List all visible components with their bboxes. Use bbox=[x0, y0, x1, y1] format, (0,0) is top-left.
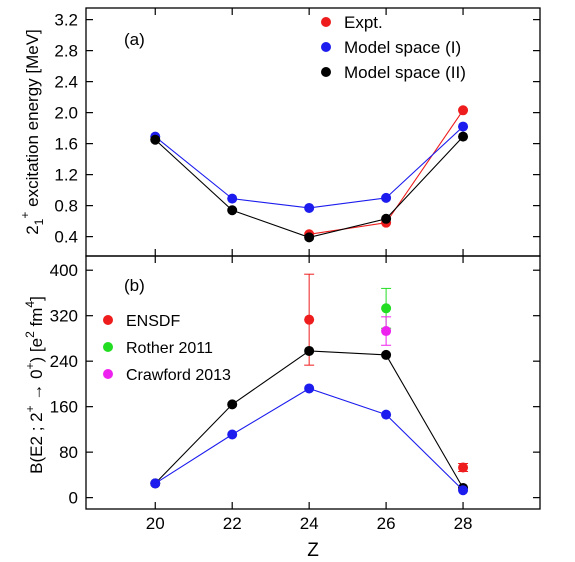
y-tick-label: 1.2 bbox=[54, 166, 78, 185]
legend-label: Model space (I) bbox=[344, 38, 461, 57]
x-tick-label: 24 bbox=[300, 514, 319, 533]
y-tick-label: 80 bbox=[59, 443, 78, 462]
y-tick-label: 2.4 bbox=[54, 73, 78, 92]
model-space-ii--point bbox=[458, 131, 469, 142]
rother-2011-point bbox=[381, 303, 392, 314]
series-4-line bbox=[154, 387, 464, 491]
panel-b-legend: ENSDF Rother 2011 Crawford 2013 bbox=[103, 313, 231, 384]
legend-marker bbox=[321, 17, 331, 27]
panel-b: (b) 0 80 160 240 320 400 ENSDF Rother 2011 Craw… bbox=[50, 255, 541, 510]
y-axis-label-a: 21+ excitation energy [MeV] bbox=[18, 29, 46, 235]
y-tick-label: 320 bbox=[50, 307, 78, 326]
panel-b-frame bbox=[85, 255, 541, 510]
model-space-i--line bbox=[154, 126, 464, 209]
panel-a-series bbox=[150, 105, 469, 243]
series-3-point bbox=[381, 349, 392, 360]
model-space-ii--point bbox=[381, 213, 392, 224]
y-tick-label: 160 bbox=[50, 398, 78, 417]
legend-label: Expt. bbox=[344, 13, 383, 32]
panel-a: (a) 0.4 0.8 1.2 1.6 2.0 2.4 2.8 3.2 Expt. Model … bbox=[54, 7, 541, 257]
y-tick-label: 1.6 bbox=[54, 135, 78, 154]
x-tick-label: 20 bbox=[146, 514, 165, 533]
series-3-point bbox=[227, 399, 238, 410]
y-tick-label: 2.8 bbox=[54, 42, 78, 61]
legend-marker bbox=[103, 315, 113, 325]
model-space-i--point bbox=[304, 202, 315, 213]
x-tick-label: 28 bbox=[454, 514, 473, 533]
legend-marker bbox=[103, 342, 113, 352]
model-space-ii--point bbox=[304, 232, 315, 243]
y-tick-label: 2.0 bbox=[54, 104, 78, 123]
model-space-ii--point bbox=[227, 205, 238, 216]
series-4-point bbox=[458, 485, 469, 496]
y-tick-label: 400 bbox=[50, 261, 78, 280]
series-3-point bbox=[304, 345, 315, 356]
crawford-2013-point bbox=[381, 326, 392, 337]
x-tick-label: 22 bbox=[223, 514, 242, 533]
y-tick-label: 240 bbox=[50, 352, 78, 371]
y-tick-label: 3.2 bbox=[54, 11, 78, 30]
panel-b-series bbox=[150, 273, 469, 496]
legend-label: ENSDF bbox=[126, 313, 180, 330]
ensdf-point bbox=[304, 314, 315, 325]
y-tick-label: 0.8 bbox=[54, 197, 78, 216]
model-space-i--point bbox=[458, 121, 469, 132]
y-axis-label-b: B(E2 ; 2+ → 0+) [e2 fm4] bbox=[23, 296, 46, 474]
series-4-point bbox=[304, 383, 315, 394]
x-axis: 20 22 24 26 28 bbox=[146, 514, 473, 533]
x-tick-label: 26 bbox=[377, 514, 396, 533]
legend-marker bbox=[321, 67, 331, 77]
series-4-point bbox=[381, 409, 392, 420]
model-space-ii--line bbox=[154, 136, 464, 238]
legend-marker bbox=[103, 369, 113, 379]
model-space-i--point bbox=[227, 193, 238, 204]
x-axis-label: Z bbox=[307, 540, 319, 561]
y-tick-label: 0.4 bbox=[54, 228, 78, 247]
series-4-point bbox=[150, 478, 161, 489]
model-space-i--point bbox=[381, 192, 392, 203]
expt--point bbox=[458, 105, 469, 116]
panel-a-y-ticks: 0.4 0.8 1.2 1.6 2.0 2.4 2.8 3.2 bbox=[54, 8, 540, 256]
panel-b-y-ticks: 0 80 160 240 320 400 bbox=[50, 256, 540, 509]
panel-a-legend: Expt. Model space (I) Model space (II) bbox=[321, 13, 466, 82]
panel-b-label: (b) bbox=[124, 276, 145, 295]
model-space-ii--point bbox=[150, 134, 161, 145]
legend-label: Model space (II) bbox=[344, 63, 466, 82]
series-4-point bbox=[227, 429, 238, 440]
y-tick-label: 0 bbox=[69, 489, 78, 508]
legend-marker bbox=[321, 42, 331, 52]
panel-a-label: (a) bbox=[124, 30, 145, 49]
legend-label: Rother 2011 bbox=[126, 340, 213, 357]
legend-label: Crawford 2013 bbox=[126, 367, 231, 384]
ensdf-point bbox=[458, 462, 469, 473]
